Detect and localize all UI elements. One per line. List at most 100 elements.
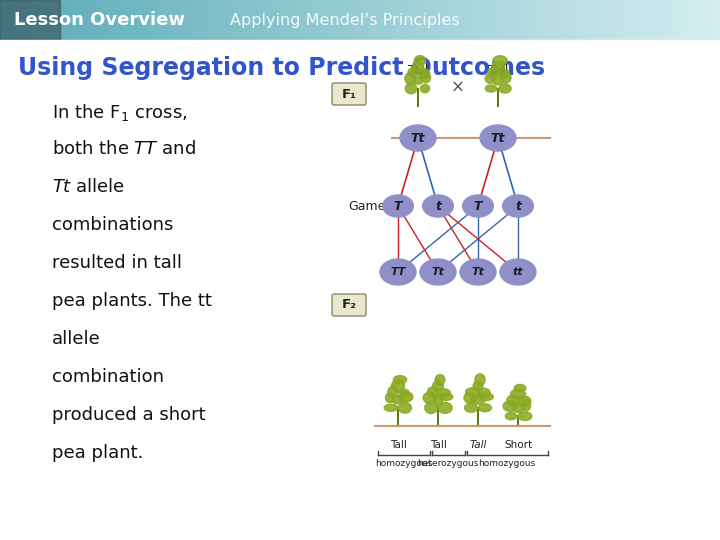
Bar (582, 0, 589, 40)
Bar (36, 0, 43, 40)
Ellipse shape (399, 402, 411, 413)
Bar (168, 0, 175, 40)
Bar (606, 0, 613, 40)
Bar (660, 0, 667, 40)
Bar (468, 0, 475, 40)
Bar (138, 0, 145, 40)
Text: homozygous: homozygous (478, 459, 536, 468)
Ellipse shape (439, 393, 453, 400)
Bar (120, 0, 127, 40)
Ellipse shape (433, 381, 444, 391)
Bar (54, 0, 61, 40)
Ellipse shape (392, 380, 405, 392)
Bar (0, 0, 7, 40)
Bar (24, 0, 31, 40)
Bar (48, 0, 55, 40)
Bar (12, 0, 19, 40)
Bar (132, 0, 139, 40)
Text: F₁: F₁ (341, 87, 356, 100)
Bar (126, 0, 133, 40)
Ellipse shape (428, 387, 438, 396)
Bar (72, 0, 79, 40)
Ellipse shape (423, 195, 454, 217)
Bar (642, 0, 649, 40)
Bar (162, 0, 169, 40)
Text: allele: allele (52, 330, 101, 348)
Bar (144, 0, 151, 40)
Text: ×: × (451, 79, 465, 97)
Bar (462, 0, 469, 40)
Ellipse shape (480, 125, 516, 151)
Ellipse shape (405, 73, 415, 84)
Bar (114, 0, 121, 40)
Bar (180, 0, 187, 40)
Ellipse shape (413, 61, 424, 72)
Bar (696, 0, 703, 40)
Text: Short: Short (504, 440, 532, 450)
Bar (600, 0, 607, 40)
Bar (426, 0, 433, 40)
Ellipse shape (421, 72, 431, 83)
Text: F₂: F₂ (341, 299, 356, 312)
Text: Gametes: Gametes (348, 199, 405, 213)
Ellipse shape (499, 84, 511, 93)
Text: Tt: Tt (431, 267, 444, 277)
Bar (252, 0, 259, 40)
Ellipse shape (492, 76, 504, 85)
Text: Tt: Tt (491, 132, 505, 145)
Bar (624, 0, 631, 40)
Bar (342, 0, 349, 40)
Bar (678, 0, 685, 40)
Text: Applying Mendel’s Principles: Applying Mendel’s Principles (230, 12, 459, 28)
Ellipse shape (501, 72, 511, 83)
Bar (702, 0, 709, 40)
Text: Tt: Tt (410, 132, 426, 145)
Bar (432, 0, 439, 40)
Bar (60, 0, 67, 40)
Ellipse shape (475, 374, 485, 386)
Bar (690, 0, 697, 40)
Text: produced a short: produced a short (52, 406, 206, 424)
Text: Using Segregation to Predict Outcomes: Using Segregation to Predict Outcomes (18, 56, 545, 80)
Text: Tall: Tall (488, 64, 508, 77)
Ellipse shape (485, 74, 495, 83)
Bar (666, 0, 673, 40)
Bar (594, 0, 601, 40)
Ellipse shape (405, 83, 417, 94)
Ellipse shape (518, 412, 532, 421)
Ellipse shape (505, 413, 517, 420)
Bar (378, 0, 385, 40)
Bar (522, 0, 529, 40)
Bar (174, 0, 181, 40)
Bar (318, 0, 325, 40)
Bar (504, 0, 511, 40)
Bar (384, 0, 391, 40)
Ellipse shape (471, 395, 485, 404)
Bar (570, 0, 577, 40)
Bar (420, 0, 427, 40)
Bar (630, 0, 637, 40)
Ellipse shape (466, 388, 480, 396)
Ellipse shape (435, 374, 445, 385)
Ellipse shape (521, 400, 531, 411)
Ellipse shape (503, 195, 534, 217)
Ellipse shape (438, 402, 452, 413)
Text: Tall: Tall (408, 64, 428, 77)
Bar (354, 0, 361, 40)
Bar (0, 0, 60, 40)
Ellipse shape (438, 389, 451, 397)
Bar (108, 0, 115, 40)
Text: pea plants. The tt: pea plants. The tt (52, 292, 212, 310)
Text: homozygous: homozygous (375, 459, 433, 468)
Bar (348, 0, 355, 40)
FancyBboxPatch shape (332, 294, 366, 316)
Bar (540, 0, 547, 40)
Bar (414, 0, 421, 40)
Ellipse shape (414, 56, 426, 65)
Bar (456, 0, 463, 40)
Bar (216, 0, 223, 40)
Text: Lesson Overview: Lesson Overview (14, 11, 185, 29)
Bar (246, 0, 253, 40)
Text: T: T (474, 199, 482, 213)
Bar (372, 0, 379, 40)
